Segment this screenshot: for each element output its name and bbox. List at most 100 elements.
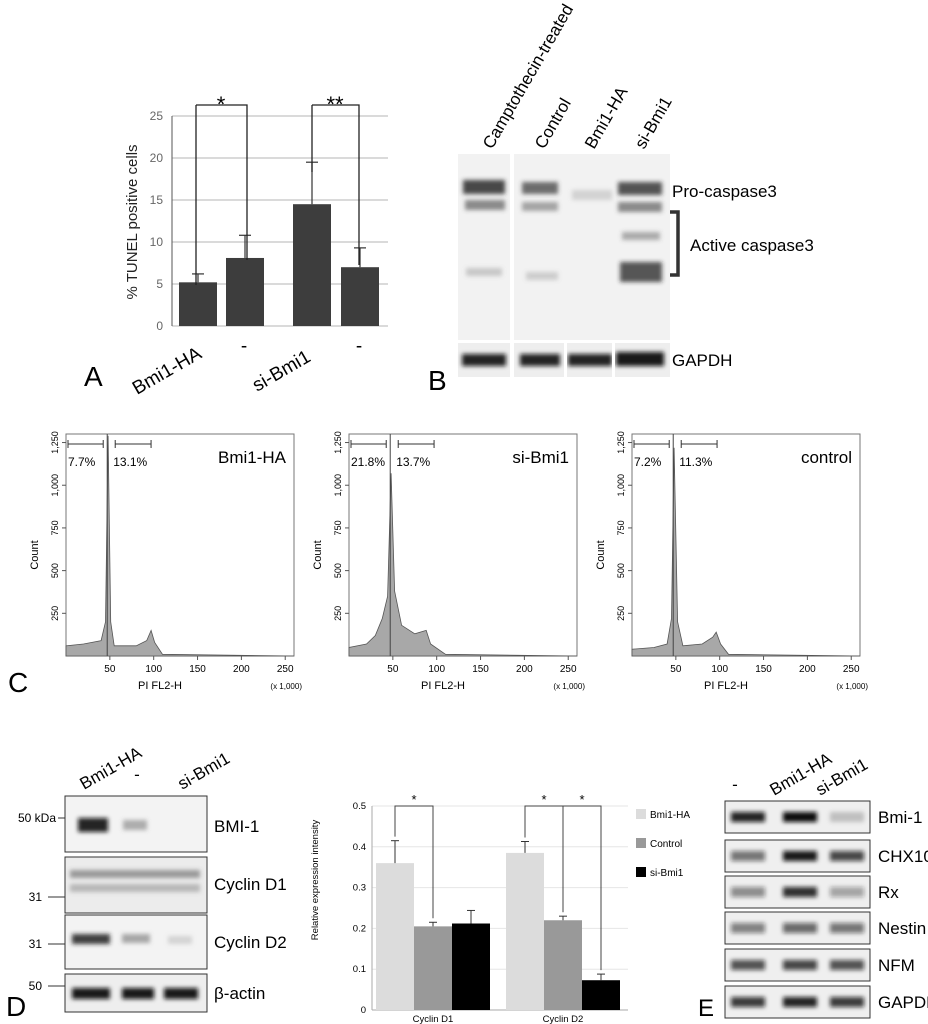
panel-c-histogram-title: si-Bmi1 [512, 448, 569, 467]
panel-d-lane-3: si-Bmi1 [175, 749, 234, 794]
panel-c-histogram-area [631, 447, 861, 657]
panel-c-xtick-label: 100 [145, 664, 162, 675]
panel-c-xtick-label: 250 [277, 664, 294, 675]
panel-c-ytick-label: 1,250 [50, 431, 60, 454]
panel-c-histogram-3: 7.2% 11.3% control 1,250 1,000 750 500 250 50 100… [595, 431, 868, 692]
panel-c-xtick-label: 50 [387, 664, 399, 675]
panel-c-xscale: (x 1,000) [836, 682, 868, 691]
panel-c-ylabel: Count [312, 540, 324, 569]
panel-e-band [783, 851, 817, 861]
panel-b-lane-1: Camptothecin-treated [479, 1, 577, 152]
panel-d-blots: Bmi1-HA - si-Bmi1 50 kDa 31 31 [6, 743, 287, 1022]
panel-e-letter: E [698, 995, 714, 1022]
panel-e-label: Nestin [878, 919, 926, 938]
panel-c-histogram-1: 7.7% 13.1% Bmi1-HA 1,250 1,000 750 500 250 50 100… [29, 431, 302, 692]
panel-e-band [783, 812, 817, 822]
panel-c-gate-left-pct: 7.2% [634, 455, 662, 469]
panel-d-significance: * [579, 792, 584, 807]
panel-a-significance-2: ** [326, 92, 344, 117]
panel-d-bracket [394, 805, 434, 919]
panel-c-ytick-label: 250 [333, 606, 343, 621]
panel-c-ytick-label: 1,000 [616, 474, 626, 497]
panel-c-ytick-label: 1,250 [616, 431, 626, 454]
panel-e-band [830, 997, 864, 1007]
panel-e-band [731, 923, 765, 933]
panel-a-ytick-label: 5 [156, 277, 163, 291]
panel-b-label-procaspase3: Pro-caspase3 [672, 182, 777, 201]
panel-c-ytick-label: 500 [50, 563, 60, 578]
panel-d-marker-2: 31 [29, 890, 43, 904]
panel-e-band [731, 851, 765, 861]
panel-d-legend-label: Control [650, 839, 682, 850]
panel-e-bands [731, 851, 864, 861]
panel-e-label: Rx [878, 883, 899, 902]
panel-b-label-active-caspase3: Active caspase3 [690, 236, 814, 255]
panel-c-ytick-label: 500 [333, 563, 343, 578]
panel-e-bands [731, 887, 864, 897]
panel-c-xtick-label: 150 [189, 664, 206, 675]
panel-c-gate-right [680, 440, 718, 448]
panel-a-xlabel-3: si-Bmi1 [249, 346, 314, 396]
panel-d-bar [452, 923, 490, 1010]
panel-a-xlabel-4: - [356, 336, 362, 357]
panel-d-ytick-label: 0.1 [353, 964, 366, 975]
panel-b-gapdh-bands [462, 352, 664, 366]
panel-d-bar [506, 852, 544, 1010]
panel-e-band [731, 887, 765, 897]
panel-e-band [783, 887, 817, 897]
panel-e-band [830, 812, 864, 822]
panel-d-bracket [562, 805, 602, 971]
panel-c-xtick-label: 50 [670, 664, 682, 675]
panel-d-label-actin: β-actin [214, 984, 265, 1003]
panel-a-bar [179, 282, 217, 326]
panel-d-legend-swatch [636, 809, 646, 819]
panel-c-ytick-label: 750 [333, 520, 343, 535]
panel-c-histogram-area [348, 473, 578, 657]
panel-c-xtick-label: 250 [843, 664, 860, 675]
panel-b-bands [463, 180, 662, 282]
panel-e-band [731, 997, 765, 1007]
panel-e-label: CHX10 [878, 847, 928, 866]
panel-c-histogram-title: Bmi1-HA [218, 448, 287, 467]
panel-d-bar [582, 980, 620, 1010]
panel-c-gate-left [350, 440, 387, 448]
panel-c-ytick-label: 1,000 [333, 474, 343, 497]
panel-c-gate-right [397, 440, 435, 448]
panel-c: 7.7% 13.1% Bmi1-HA 1,250 1,000 750 500 250 50 100… [29, 431, 868, 692]
panel-c-xtick-label: 200 [799, 664, 816, 675]
panel-a-bracket-2 [311, 104, 360, 265]
panel-d-legend-swatch [636, 838, 646, 848]
panel-c-xlabel: PI FL2-H [704, 680, 748, 692]
panel-b-label-gapdh: GAPDH [672, 351, 732, 370]
panel-b-letter: B [428, 365, 447, 396]
panel-a-significance-1: * [217, 92, 226, 117]
panel-e-band [783, 960, 817, 970]
panel-d-marker-1: 50 kDa [18, 811, 56, 825]
panel-d-label-bmi1: BMI-1 [214, 817, 259, 836]
panel-d-xtick-label: Cyclin D2 [543, 1014, 584, 1024]
panel-d-label-cyclind1: Cyclin D1 [214, 875, 287, 894]
panel-e-band [830, 887, 864, 897]
panel-a-bars [179, 161, 379, 326]
panel-e-band [830, 923, 864, 933]
panel-d-significance: * [541, 792, 546, 807]
panel-d-ytick-label: 0.5 [353, 801, 366, 812]
panel-b-lane-3: Bmi1-HA [581, 83, 632, 152]
panel-e-bands [731, 812, 864, 822]
panel-c-ytick-label: 1,250 [333, 431, 343, 454]
panel-e-lane-1: - [732, 775, 738, 794]
panel-c-frame [631, 433, 861, 657]
panel-c-xlabel: PI FL2-H [421, 680, 465, 692]
panel-c-ytick-label: 500 [616, 563, 626, 578]
panel-c-xtick-label: 100 [428, 664, 445, 675]
panel-c-xtick-label: 50 [104, 664, 116, 675]
panel-a-ylabel: % TUNEL positive cells [124, 144, 141, 299]
panel-a-ytick-label: 10 [150, 235, 164, 249]
panel-b: Camptothecin-treated Control Bmi1-HA si-… [428, 1, 814, 396]
panel-c-gate-right-pct: 13.1% [113, 455, 147, 469]
panel-a-letter: A [84, 361, 103, 392]
panel-c-ytick-label: 250 [50, 606, 60, 621]
panel-b-lane-divider [510, 154, 514, 340]
panel-c-gate-right-pct: 11.3% [679, 455, 712, 469]
